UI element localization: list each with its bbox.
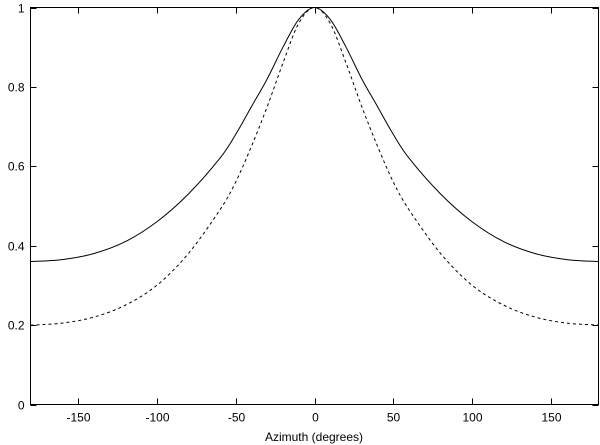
x-axis-title: Azimuth (degrees): [265, 430, 363, 444]
series-line-solid: [30, 6, 599, 263]
series-group: [30, 6, 599, 326]
y-tick-label: 0.2: [8, 319, 25, 333]
x-tick-label: -100: [145, 411, 169, 425]
x-tick-label: 100: [462, 411, 482, 425]
tick-group: [30, 7, 599, 406]
series-line-dashed: [30, 6, 599, 326]
x-tick-label: 0: [312, 411, 319, 425]
y-tick-label: 1: [18, 2, 25, 16]
y-tick-label: 0.8: [8, 81, 25, 95]
x-tick-label: -150: [66, 411, 90, 425]
tick-label-group: -150 -100 -50 0 50 100 150 0 0.2 0.4 0.6 0.8 1: [8, 2, 562, 425]
x-tick-label: 50: [387, 411, 401, 425]
y-tick-label: 0: [18, 399, 25, 413]
x-tick-label: 150: [541, 411, 561, 425]
plot-frame: [30, 7, 599, 405]
y-tick-label: 0.6: [8, 160, 25, 174]
y-tick-label: 0.4: [8, 240, 25, 254]
x-tick-label: -50: [228, 411, 246, 425]
